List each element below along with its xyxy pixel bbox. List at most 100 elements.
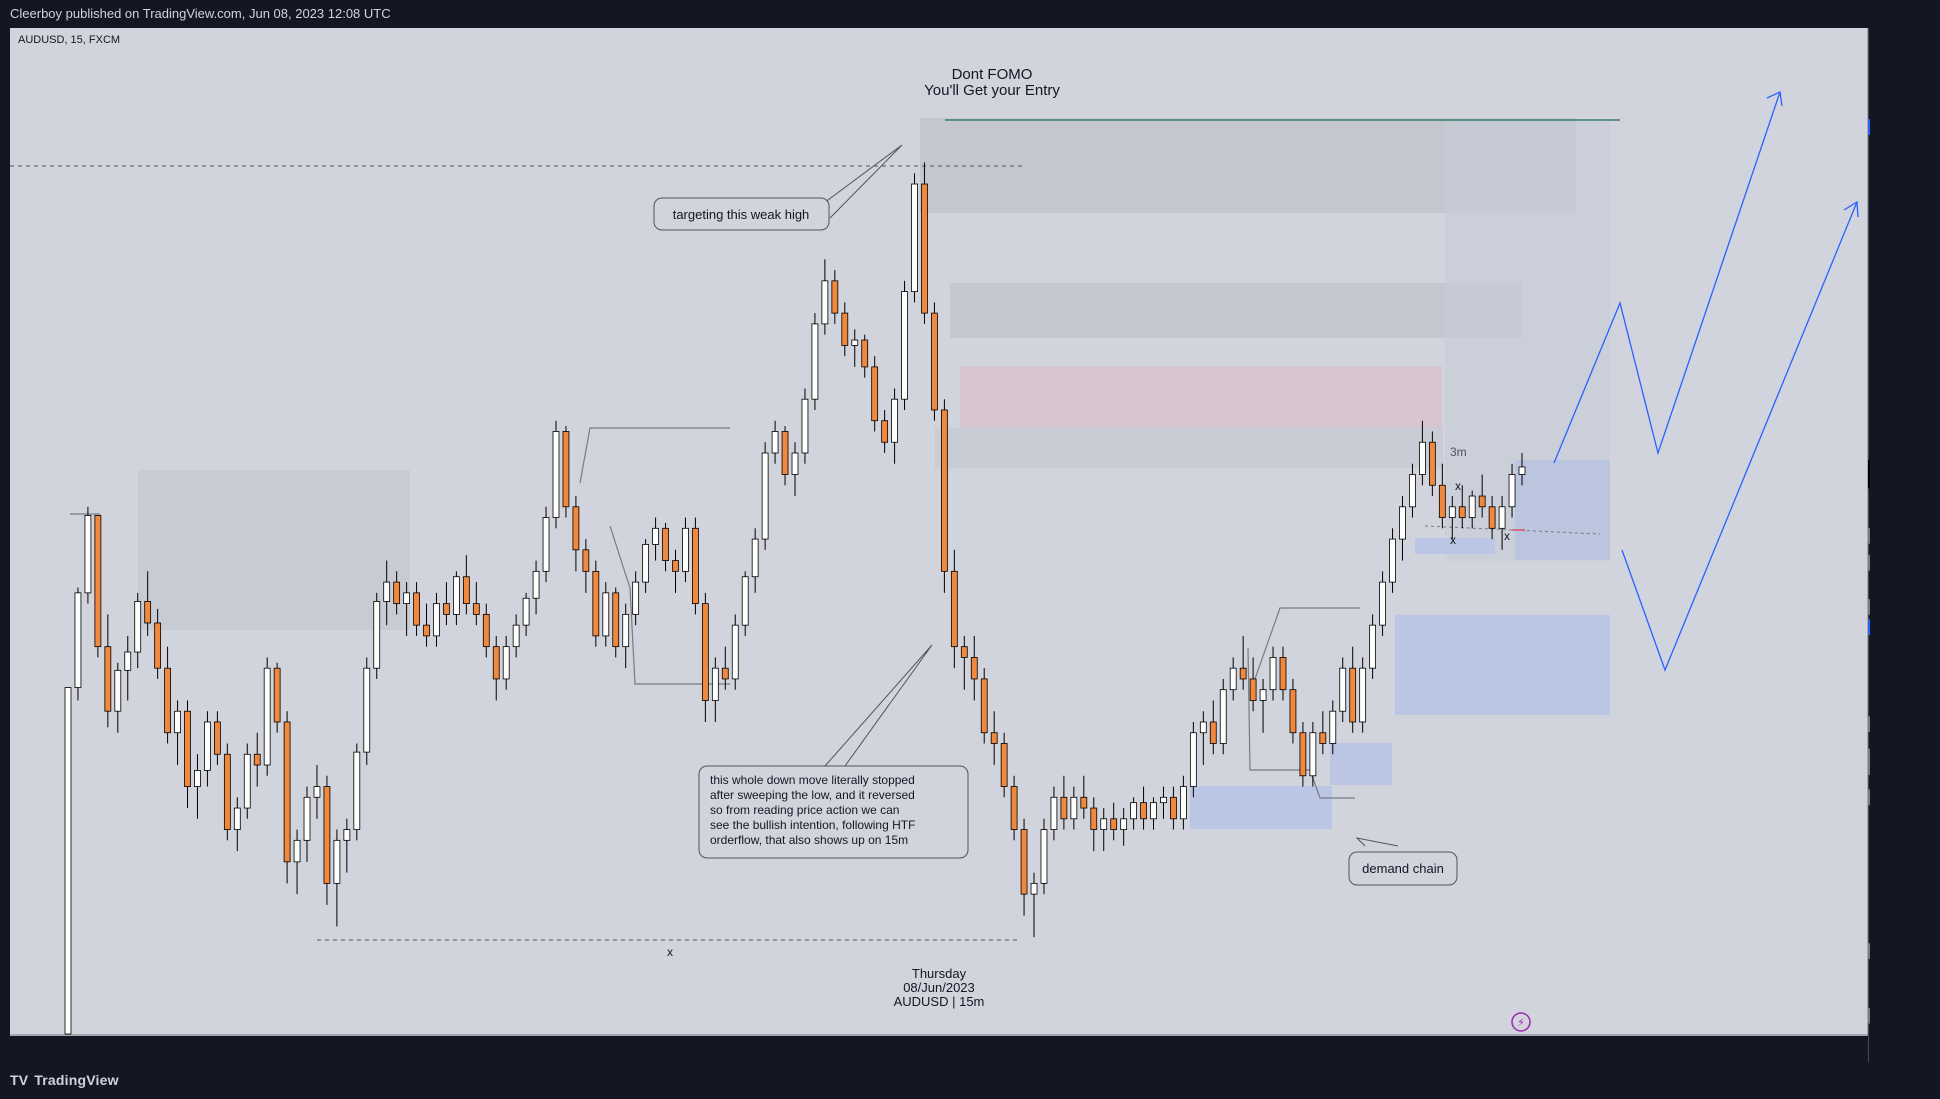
candle bbox=[1110, 818, 1118, 830]
candle bbox=[453, 576, 460, 615]
candle bbox=[1080, 796, 1088, 809]
candle bbox=[293, 839, 301, 863]
candle bbox=[861, 339, 869, 368]
candle bbox=[323, 786, 331, 884]
candle bbox=[1409, 474, 1416, 508]
candle bbox=[1488, 506, 1496, 529]
candle bbox=[1369, 624, 1377, 669]
weak-high-callout-box bbox=[653, 197, 830, 231]
candle bbox=[1070, 796, 1078, 820]
candle bbox=[940, 409, 948, 572]
candle bbox=[174, 710, 181, 734]
candle bbox=[1229, 667, 1237, 691]
candle bbox=[313, 786, 321, 798]
price-badge bbox=[1868, 598, 1870, 615]
analysis-line-3: so from reading price action we can bbox=[710, 803, 899, 817]
chart-area[interactable]: 0.672500.672000.671500.671000.670500.670… bbox=[10, 28, 1870, 1062]
candle bbox=[94, 514, 102, 648]
candle bbox=[283, 721, 291, 863]
candle bbox=[403, 592, 410, 605]
candle bbox=[542, 517, 550, 572]
candle bbox=[692, 527, 699, 605]
candle bbox=[333, 839, 341, 884]
candle bbox=[343, 829, 351, 841]
publish-header: Cleerboy published on TradingView.com, J… bbox=[0, 0, 1940, 28]
price-badge bbox=[1868, 527, 1870, 544]
candle bbox=[124, 651, 132, 671]
candle bbox=[393, 581, 401, 605]
candle bbox=[921, 183, 928, 314]
alert-icon-circle[interactable] bbox=[1511, 1012, 1531, 1032]
candle bbox=[821, 280, 829, 325]
candle bbox=[184, 710, 191, 787]
candle bbox=[791, 452, 799, 475]
candle bbox=[144, 601, 152, 624]
candle bbox=[970, 657, 978, 680]
candle bbox=[1140, 802, 1147, 820]
candle bbox=[781, 431, 789, 475]
candle bbox=[1000, 743, 1008, 787]
alert-icon[interactable]: ⚡ bbox=[1511, 1012, 1531, 1032]
projection-arrows bbox=[1553, 91, 1859, 672]
candle bbox=[253, 753, 261, 766]
candle bbox=[582, 549, 590, 572]
candle bbox=[1030, 882, 1038, 895]
candle bbox=[612, 592, 620, 648]
projection-path-2 bbox=[1621, 201, 1858, 672]
swing-line-mid bbox=[579, 427, 730, 484]
price-axis[interactable] bbox=[1867, 28, 1870, 1062]
price-badge bbox=[1868, 943, 1870, 960]
candle bbox=[1359, 667, 1367, 723]
candle bbox=[831, 280, 839, 314]
candle bbox=[363, 667, 371, 753]
candle bbox=[233, 807, 241, 830]
candle bbox=[1419, 441, 1426, 475]
zones-layer bbox=[138, 118, 1610, 829]
candle bbox=[532, 570, 540, 599]
candle bbox=[373, 601, 381, 669]
candle bbox=[1478, 495, 1486, 508]
candle bbox=[711, 667, 719, 701]
projection-path-1 bbox=[1553, 91, 1781, 464]
candle bbox=[572, 506, 580, 551]
entry-line bbox=[1424, 525, 1601, 535]
x-mark-4: x bbox=[1504, 529, 1510, 543]
chart-svg[interactable]: 0.672500.672000.671500.671000.670500.670… bbox=[10, 28, 1870, 1062]
candle bbox=[652, 527, 659, 545]
weak-high-callout: targeting this weak high bbox=[673, 207, 810, 222]
tradingview-logo[interactable]: TV TradingView bbox=[10, 1072, 119, 1088]
candle bbox=[622, 613, 630, 648]
candle bbox=[462, 576, 470, 605]
candle bbox=[1309, 732, 1317, 777]
candle bbox=[1249, 678, 1257, 701]
price-badge bbox=[1868, 619, 1870, 636]
candle bbox=[1150, 802, 1157, 820]
candle bbox=[223, 753, 231, 830]
demand-zone-1 bbox=[1190, 786, 1332, 829]
publish-info: Cleerboy published on TradingView.com, J… bbox=[10, 6, 391, 21]
candle bbox=[1399, 506, 1406, 540]
candle bbox=[761, 452, 769, 540]
candle bbox=[1458, 506, 1466, 518]
candle bbox=[731, 624, 739, 680]
analysis-line-1: this whole down move literally stopped bbox=[710, 773, 915, 787]
arrowhead-1 bbox=[1766, 91, 1783, 107]
candle bbox=[1339, 667, 1347, 712]
price-axis-bg bbox=[1868, 28, 1870, 1062]
callout-pointers bbox=[819, 144, 1399, 847]
candle bbox=[592, 570, 600, 637]
x-mark-2: x bbox=[1455, 479, 1461, 493]
demand-zone-2 bbox=[1330, 743, 1392, 785]
candle bbox=[1329, 710, 1337, 744]
candle bbox=[811, 323, 819, 400]
candle bbox=[1498, 506, 1506, 529]
candle bbox=[851, 339, 859, 346]
candle bbox=[1020, 829, 1028, 895]
candle bbox=[552, 431, 560, 518]
candle bbox=[1269, 657, 1277, 691]
candle bbox=[1428, 441, 1436, 486]
candle bbox=[213, 721, 221, 755]
demand-callout: demand chain bbox=[1362, 861, 1444, 876]
candle bbox=[502, 646, 510, 680]
swing-line-right bbox=[1249, 607, 1360, 694]
